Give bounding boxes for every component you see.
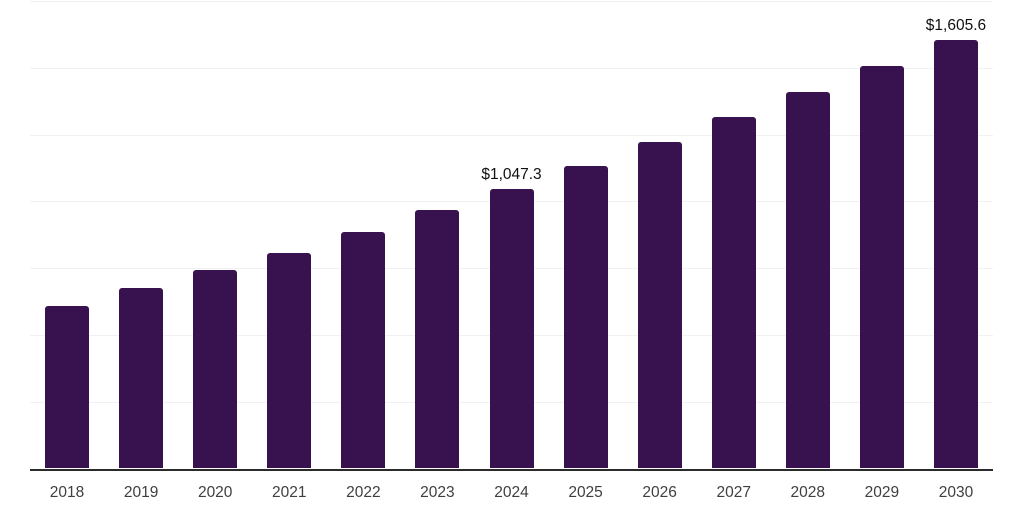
x-tick-2030: 2030 <box>938 484 974 501</box>
x-tick-2025: 2025 <box>568 484 603 501</box>
bar-2026 <box>637 142 682 469</box>
gridline-1500 <box>30 67 993 69</box>
x-axis-line <box>30 468 993 471</box>
bar-2019 <box>119 287 164 469</box>
x-tick-2021: 2021 <box>272 484 307 501</box>
x-tick-2023: 2023 <box>420 484 455 501</box>
bar-2018 <box>45 306 90 469</box>
x-tick-2028: 2028 <box>790 484 826 501</box>
bar-2025 <box>563 165 608 469</box>
x-tick-2029: 2029 <box>864 484 900 501</box>
x-tick-2020: 2020 <box>197 484 233 501</box>
bar-2027 <box>711 116 756 469</box>
x-tick-2018: 2018 <box>49 484 85 501</box>
value-label-2030: $1,605.6 <box>925 16 987 34</box>
bar-2029 <box>859 65 904 469</box>
bar-2021 <box>267 253 312 469</box>
x-tick-2026: 2026 <box>642 484 677 501</box>
bar-2028 <box>785 91 830 469</box>
value-label-2024: $1,047.3 <box>481 165 542 183</box>
bar-2024 <box>489 188 534 469</box>
x-tick-2024: 2024 <box>494 484 529 501</box>
bar-2030 <box>933 39 978 469</box>
bar-2020 <box>193 269 238 469</box>
bar-2023 <box>415 209 460 469</box>
x-tick-2027: 2027 <box>716 484 751 501</box>
gridline-1750 <box>30 1 993 2</box>
x-tick-2022: 2022 <box>346 484 381 501</box>
bar-2022 <box>341 231 386 469</box>
x-tick-2019: 2019 <box>123 484 159 501</box>
gridline-1250 <box>30 134 993 136</box>
